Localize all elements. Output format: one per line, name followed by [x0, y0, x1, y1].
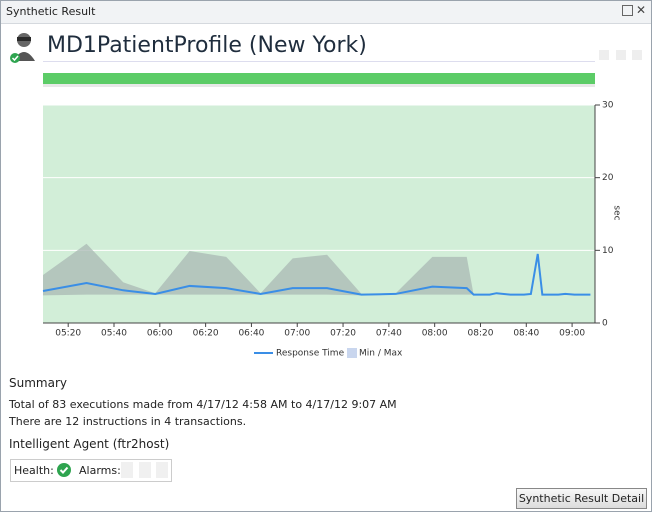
x-tick-label: 06:00	[147, 329, 173, 339]
button-placeholder[interactable]	[616, 50, 626, 60]
y-tick-label: 10	[602, 246, 614, 256]
agent-status: Health: Alarms:	[10, 459, 172, 482]
y-tick-label: 20	[602, 173, 614, 183]
legend-label: Min / Max	[359, 349, 403, 359]
x-tick-label: 07:20	[330, 329, 356, 339]
y-axis-label: sec	[612, 205, 622, 220]
window-title: Synthetic Result	[1, 1, 651, 24]
maximize-button[interactable]	[622, 5, 633, 16]
health-label: Health:	[14, 464, 54, 477]
x-tick-label: 07:00	[284, 329, 310, 339]
alarm-slot	[156, 462, 168, 478]
x-tick-label: 05:40	[101, 329, 127, 339]
summary-line: There are 12 instructions in 4 transacti…	[9, 415, 247, 428]
page-title: MD1PatientProfile (New York)	[47, 33, 367, 58]
alarm-slot	[139, 462, 151, 478]
x-tick-label: 06:20	[193, 329, 219, 339]
status-bar	[43, 73, 595, 87]
divider	[43, 61, 595, 62]
min-max-band	[43, 243, 474, 296]
legend-swatch	[347, 348, 357, 358]
x-tick-label: 06:40	[238, 329, 264, 339]
health-icon	[57, 463, 71, 477]
chart: 0 10 20 30 sec 05:20 05:40 06:00 06:20 06:40 07:00…	[42, 101, 622, 359]
button-placeholder[interactable]	[599, 50, 609, 60]
alarms-label: Alarms:	[79, 464, 121, 477]
summary-line: Total of 83 executions made from 4/17/12…	[9, 398, 397, 411]
user-icon	[10, 33, 35, 63]
legend-label: Response Time	[276, 349, 345, 359]
detail-button[interactable]: Synthetic Result Detail	[516, 488, 647, 509]
x-tick-label: 05:20	[55, 329, 81, 339]
section-title: Intelligent Agent (ftr2host)	[9, 437, 170, 451]
x-tick-label: 08:40	[513, 329, 539, 339]
x-tick-label: 09:00	[559, 329, 585, 339]
response-line	[42, 253, 591, 296]
close-button[interactable]: ✕	[635, 3, 646, 17]
x-tick-label: 08:00	[422, 329, 448, 339]
alarm-slot	[121, 462, 133, 478]
x-tick-label: 08:20	[468, 329, 494, 339]
x-tick-label: 07:40	[376, 329, 402, 339]
y-tick-label: 30	[602, 101, 614, 111]
button-placeholder[interactable]	[632, 50, 642, 60]
y-tick-label: 0	[602, 319, 608, 329]
section-title: Summary	[9, 376, 67, 390]
